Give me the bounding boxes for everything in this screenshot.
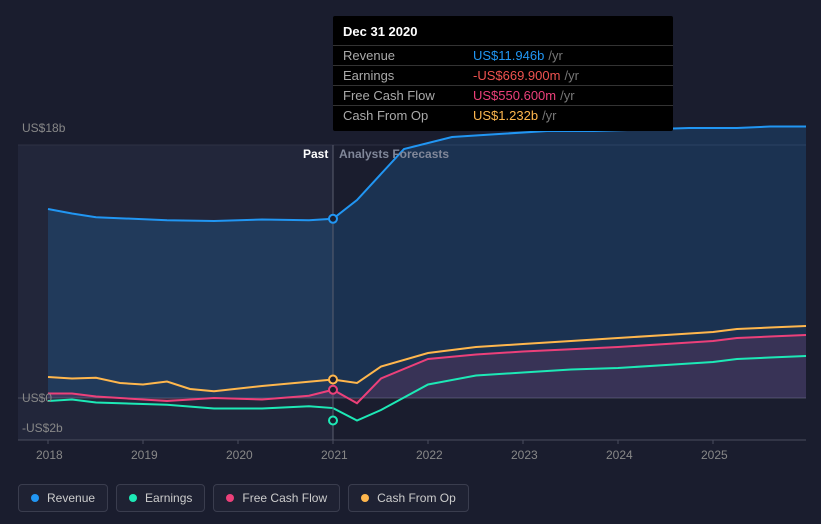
tooltip-rows: RevenueUS$11.946b/yrEarnings-US$669.900m… [333,45,673,125]
x-axis-label: 2019 [131,448,158,462]
tooltip-metric-label: Cash From Op [343,108,473,123]
legend-label: Cash From Op [377,491,456,505]
tooltip-metric-suffix: /yr [564,68,578,83]
tooltip-row: Earnings-US$669.900m/yr [333,65,673,85]
tooltip-date: Dec 31 2020 [333,22,673,45]
hover-tooltip: Dec 31 2020 RevenueUS$11.946b/yrEarnings… [333,16,673,131]
legend-item-revenue[interactable]: Revenue [18,484,108,512]
tooltip-metric-suffix: /yr [560,88,574,103]
x-axis-label: 2024 [606,448,633,462]
legend-item-free-cash-flow[interactable]: Free Cash Flow [213,484,340,512]
tooltip-metric-value: -US$669.900m [473,68,560,83]
y-axis-label: US$0 [22,391,52,405]
y-axis-label: US$18b [22,121,65,135]
legend-dot-icon [129,494,137,502]
x-axis-label: 2020 [226,448,253,462]
legend-dot-icon [361,494,369,502]
tooltip-row: Free Cash FlowUS$550.600m/yr [333,85,673,105]
x-axis-label: 2021 [321,448,348,462]
tooltip-metric-suffix: /yr [542,108,556,123]
tooltip-row: Cash From OpUS$1.232b/yr [333,105,673,125]
x-axis-label: 2018 [36,448,63,462]
x-axis-label: 2023 [511,448,538,462]
y-axis-label: -US$2b [22,421,63,435]
x-axis-label: 2025 [701,448,728,462]
tooltip-metric-label: Free Cash Flow [343,88,473,103]
tooltip-row: RevenueUS$11.946b/yr [333,45,673,65]
x-axis-label: 2022 [416,448,443,462]
tooltip-metric-value: US$1.232b [473,108,538,123]
tooltip-metric-label: Earnings [343,68,473,83]
legend-dot-icon [31,494,39,502]
legend-label: Free Cash Flow [242,491,327,505]
tooltip-metric-suffix: /yr [548,48,562,63]
financials-chart: Dec 31 2020 RevenueUS$11.946b/yrEarnings… [0,0,821,524]
chart-legend: Revenue Earnings Free Cash Flow Cash From O… [18,484,469,512]
legend-item-cash-from-op[interactable]: Cash From Op [348,484,469,512]
past-section-label: Past [303,147,328,161]
legend-label: Earnings [145,491,192,505]
legend-label: Revenue [47,491,95,505]
legend-dot-icon [226,494,234,502]
tooltip-metric-value: US$550.600m [473,88,556,103]
forecast-section-label: Analysts Forecasts [339,147,449,161]
tooltip-metric-label: Revenue [343,48,473,63]
legend-item-earnings[interactable]: Earnings [116,484,205,512]
tooltip-metric-value: US$11.946b [473,48,544,63]
